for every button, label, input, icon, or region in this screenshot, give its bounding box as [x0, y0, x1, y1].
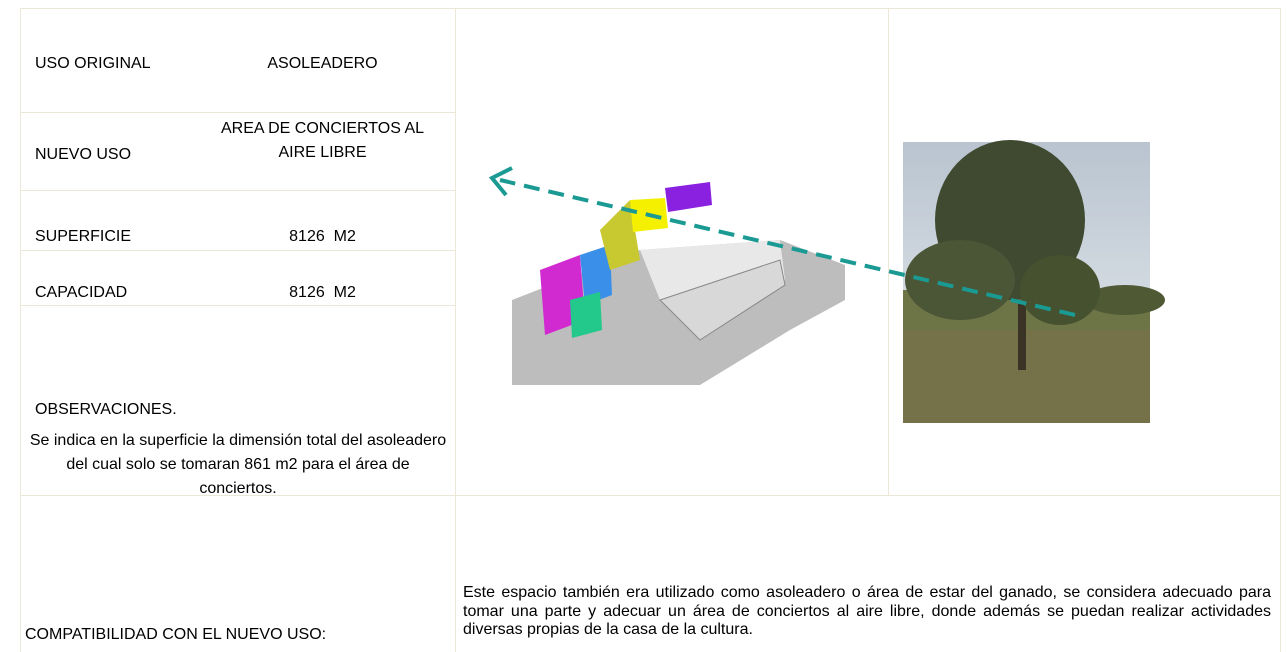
rule	[20, 305, 455, 306]
rule	[20, 8, 1280, 9]
compatibility-text: Este espacio también era utilizado como …	[463, 584, 1271, 638]
model-block	[600, 200, 640, 270]
model-block	[580, 245, 612, 305]
site-photo	[903, 140, 1165, 423]
rule	[20, 8, 21, 652]
rule	[20, 112, 455, 113]
photo-hill	[1085, 285, 1165, 315]
photo-tree	[1020, 255, 1100, 325]
rule	[888, 8, 889, 495]
model-wall	[659, 259, 786, 341]
row-value: 8126 M2	[289, 228, 356, 245]
model-block	[570, 292, 602, 338]
row-value: ASOLEADERO	[267, 55, 378, 72]
rule	[20, 250, 455, 251]
row-label: NUEVO USO	[35, 146, 132, 163]
observations-text: Se indica en la superficie la dimensión …	[29, 432, 451, 497]
rule	[20, 495, 1280, 496]
observations-title: OBSERVACIONES.	[35, 401, 177, 418]
row-label: SUPERFICIE	[35, 228, 132, 245]
row-label: USO ORIGINAL	[35, 55, 151, 72]
photo-trunk	[1018, 300, 1026, 370]
row-value: AREA DE CONCIERTOS AL AIRE LIBRE	[220, 120, 428, 161]
rule	[1280, 8, 1281, 652]
model-block	[665, 182, 712, 212]
model-3d	[510, 180, 845, 385]
arrow-head	[488, 166, 513, 197]
compatibility-label: COMPATIBILIDAD CON EL NUEVO USO:	[25, 626, 327, 643]
photo-tree	[905, 240, 1015, 320]
rule	[455, 8, 456, 652]
row-label: CAPACIDAD	[35, 284, 128, 301]
row-value: 8126 M2	[289, 284, 356, 301]
arrow	[488, 166, 1076, 317]
photo-ground	[903, 330, 1150, 423]
rule	[20, 190, 455, 191]
